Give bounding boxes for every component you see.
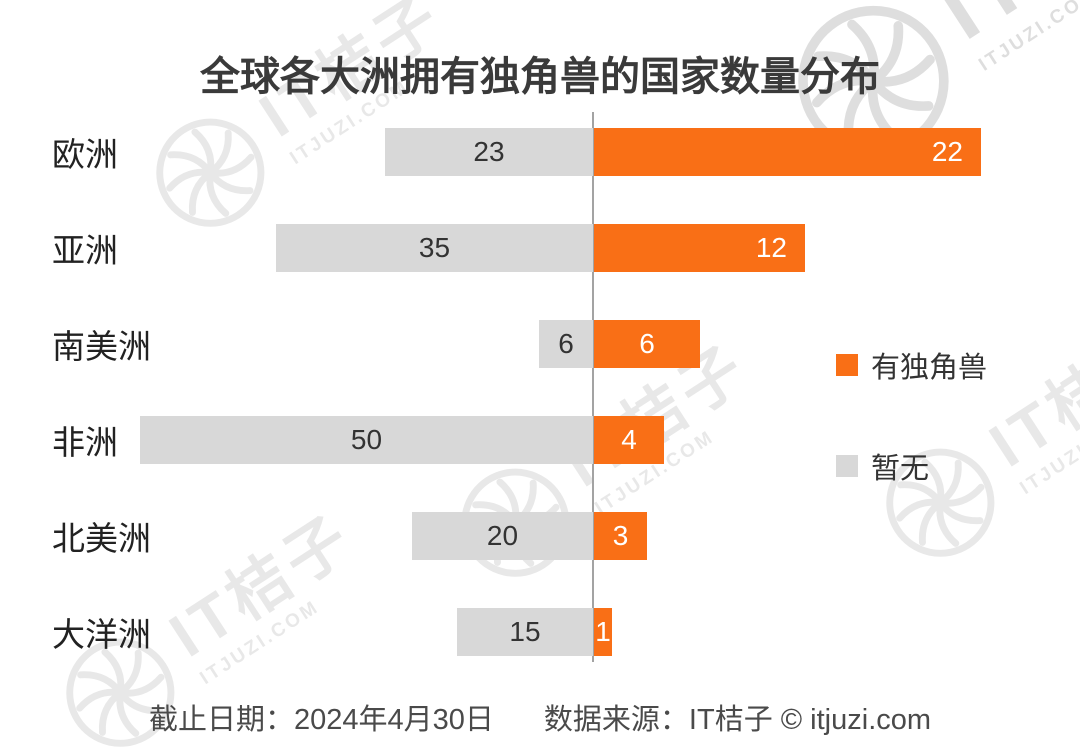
bar-value-label: 20: [486, 520, 519, 551]
category-label: 亚洲: [52, 232, 118, 269]
legend-label: 暂无: [871, 453, 930, 485]
chart-row-asia: 亚洲 35 12: [0, 200, 1080, 296]
left-bar-zone: 50: [140, 416, 593, 464]
category-label: 非洲: [52, 424, 118, 461]
chart-row-europe: 欧洲 23 22: [0, 104, 1080, 200]
bar-has-unicorn: 12: [594, 224, 805, 272]
right-bar-zone: 6: [593, 320, 1080, 368]
right-bar-zone: 4: [593, 416, 1080, 464]
legend-item-none: 暂无: [836, 445, 929, 487]
bar-value-label: 12: [755, 232, 787, 263]
category-label: 南美洲: [52, 328, 151, 365]
bar-no-unicorn: 23: [385, 128, 593, 176]
chart-row-north-america: 北美洲 20 3: [0, 488, 1080, 584]
bar-no-unicorn: 35: [276, 224, 593, 272]
bar-value-label: 23: [473, 136, 505, 167]
legend-item-has-unicorn: 有独角兽: [836, 344, 987, 386]
right-bar-zone: 3: [593, 512, 1080, 560]
bar-value-label: 4: [621, 424, 637, 455]
bar-no-unicorn: 50: [140, 416, 593, 464]
left-bar-zone: 6: [140, 320, 593, 368]
footer-cutoff-date: 截止日期：2024年4月30日: [148, 704, 494, 736]
bar-value-label: 35: [418, 232, 451, 263]
bar-no-unicorn: 6: [539, 320, 593, 368]
bar-has-unicorn: 6: [594, 320, 700, 368]
bar-value-label: 3: [612, 520, 629, 551]
left-bar-zone: 20: [140, 512, 593, 560]
bar-has-unicorn: 22: [594, 128, 981, 176]
center-axis-line: [592, 112, 594, 662]
left-bar-zone: 35: [140, 224, 593, 272]
category-label: 欧洲: [52, 136, 118, 173]
bar-value-label: 22: [931, 136, 963, 167]
chart-title: 全球各大洲拥有独角兽的国家数量分布: [200, 55, 880, 99]
bar-has-unicorn: 3: [594, 512, 647, 560]
left-bar-zone: 23: [140, 128, 593, 176]
bar-value-label: 1: [595, 616, 611, 647]
bar-value-label: 50: [350, 424, 383, 455]
chart-row-africa: 非洲 50 4: [0, 392, 1080, 488]
right-bar-zone: 1: [593, 608, 1080, 656]
category-label: 北美洲: [52, 520, 151, 557]
bar-has-unicorn: 4: [594, 416, 664, 464]
bar-no-unicorn: 20: [412, 512, 593, 560]
bar-no-unicorn: 15: [457, 608, 593, 656]
bar-value-label: 6: [639, 328, 655, 359]
footer: 截止日期：2024年4月30日 数据来源：IT桔子 © itjuzi.com: [0, 696, 1080, 738]
footer-data-source: 数据来源：IT桔子 © itjuzi.com: [543, 704, 932, 736]
bar-value-label: 15: [509, 616, 541, 647]
bar-has-unicorn: 1: [594, 608, 612, 656]
bar-chart: 欧洲 23 22 亚洲 35 12: [0, 104, 1080, 680]
chart-row-oceania: 大洋洲 15 1: [0, 584, 1080, 680]
right-bar-zone: 12: [593, 224, 1080, 272]
left-bar-zone: 15: [140, 608, 593, 656]
legend-swatch-orange-icon: [836, 354, 858, 376]
right-bar-zone: 22: [593, 128, 1080, 176]
legend-label: 有独角兽: [871, 352, 988, 384]
category-label: 大洋洲: [52, 616, 151, 653]
legend-swatch-gray-icon: [836, 455, 858, 477]
bar-value-label: 6: [558, 328, 574, 359]
chart-row-south-america: 南美洲 6 6: [0, 296, 1080, 392]
